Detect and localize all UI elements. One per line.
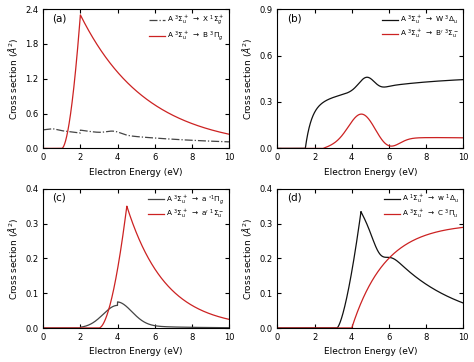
A $^1\Sigma_u^+$ $\rightarrow$ w $^1\Delta_u$: [354, 239, 360, 243]
A $^3\Sigma_u^+$ $\rightarrow$ a $'^1\Pi_g$: [111, 304, 117, 308]
Y-axis label: Cross section ($\AA^2$): Cross section ($\AA^2$): [240, 37, 254, 120]
Line: A $^1\Sigma_u^+$ $\rightarrow$ w $^1\Delta_u$: A $^1\Sigma_u^+$ $\rightarrow$ w $^1\Del…: [277, 211, 463, 328]
A $^1\Sigma_u^+$ $\rightarrow$ w $^1\Delta_u$: [346, 286, 352, 290]
A $^1\Sigma_u^+$ $\rightarrow$ w $^1\Delta_u$: [296, 326, 301, 330]
A $^3\Sigma_u^+$ $\rightarrow$ B $^3\Pi_g$: [120, 76, 126, 80]
Text: (d): (d): [287, 193, 301, 203]
Line: A $^3\Sigma_u^+$ $\rightarrow$ a $'^1\Pi_g$: A $^3\Sigma_u^+$ $\rightarrow$ a $'^1\Pi…: [43, 302, 229, 328]
Y-axis label: Cross section ($\AA^2$): Cross section ($\AA^2$): [240, 217, 254, 300]
Line: A $^3\Sigma_u^+$ $\rightarrow$ B$'$ $^3\Sigma_u^-$: A $^3\Sigma_u^+$ $\rightarrow$ B$'$ $^3\…: [277, 114, 463, 148]
Line: A $^3\Sigma_u^+$ $\rightarrow$ a$'$ $^1\Sigma_u^-$: A $^3\Sigma_u^+$ $\rightarrow$ a$'$ $^1\…: [43, 206, 229, 328]
A $^3\Sigma_u^+$ $\rightarrow$ B $^3\Pi_g$: [222, 131, 228, 136]
A $^3\Sigma_u^+$ $\rightarrow$ W $^3\Delta_u$: [296, 146, 301, 151]
A $^3\Sigma_u^+$ $\rightarrow$ C $^3\Pi_u$: [460, 225, 466, 230]
Y-axis label: Cross section ($\AA^2$): Cross section ($\AA^2$): [6, 217, 19, 300]
Legend: A $^3\Sigma_u^+$ $\rightarrow$ X $^1\Sigma_g^+$, A $^3\Sigma_u^+$ $\rightarrow$ : A $^3\Sigma_u^+$ $\rightarrow$ X $^1\Sig…: [148, 13, 225, 44]
Text: (c): (c): [53, 193, 66, 203]
A $^3\Sigma_u^+$ $\rightarrow$ C $^3\Pi_u$: [296, 326, 301, 330]
A $^3\Sigma_u^+$ $\rightarrow$ X $^1\Sigma_g^+$: [226, 140, 232, 144]
A $^3\Sigma_u^+$ $\rightarrow$ a $'^1\Pi_g$: [73, 326, 78, 330]
A $^3\Sigma_u^+$ $\rightarrow$ a $'^1\Pi_g$: [226, 325, 232, 330]
Legend: A $^3\Sigma_u^+$ $\rightarrow$ W $^3\Delta_u$, A $^3\Sigma_u^+$ $\rightarrow$ B$: A $^3\Sigma_u^+$ $\rightarrow$ W $^3\Del…: [381, 13, 460, 42]
A $^3\Sigma_u^+$ $\rightarrow$ a$'$ $^1\Sigma_u^-$: [73, 326, 78, 330]
A $^3\Sigma_u^+$ $\rightarrow$ B$'$ $^3\Sigma_u^-$: [460, 136, 466, 140]
A $^3\Sigma_u^+$ $\rightarrow$ X $^1\Sigma_g^+$: [112, 129, 118, 134]
A $^3\Sigma_u^+$ $\rightarrow$ B$'$ $^3\Sigma_u^-$: [358, 112, 364, 116]
A $^3\Sigma_u^+$ $\rightarrow$ B$'$ $^3\Sigma_u^-$: [457, 136, 463, 140]
A $^3\Sigma_u^+$ $\rightarrow$ a$'$ $^1\Sigma_u^-$: [62, 326, 67, 330]
A $^1\Sigma_u^+$ $\rightarrow$ w $^1\Delta_u$: [274, 326, 280, 330]
A $^3\Sigma_u^+$ $\rightarrow$ B$'$ $^3\Sigma_u^-$: [307, 146, 312, 151]
X-axis label: Electron Energy (eV): Electron Energy (eV): [324, 168, 417, 177]
A $^3\Sigma_u^+$ $\rightarrow$ C $^3\Pi_u$: [354, 312, 360, 316]
A $^3\Sigma_u^+$ $\rightarrow$ a $'^1\Pi_g$: [62, 326, 67, 330]
A $^3\Sigma_u^+$ $\rightarrow$ B$'$ $^3\Sigma_u^-$: [274, 146, 280, 151]
A $^3\Sigma_u^+$ $\rightarrow$ W $^3\Delta_u$: [364, 75, 370, 79]
A $^3\Sigma_u^+$ $\rightarrow$ W $^3\Delta_u$: [307, 123, 312, 128]
A $^3\Sigma_u^+$ $\rightarrow$ C $^3\Pi_u$: [456, 226, 462, 230]
A $^3\Sigma_u^+$ $\rightarrow$ a$'$ $^1\Sigma_u^-$: [226, 317, 232, 321]
A $^3\Sigma_u^+$ $\rightarrow$ X $^1\Sigma_g^+$: [222, 140, 228, 144]
Legend: A $^3\Sigma_u^+$ $\rightarrow$ a $'^1\Pi_g$, A $^3\Sigma_u^+$ $\rightarrow$ a$'$: A $^3\Sigma_u^+$ $\rightarrow$ a $'^1\Pi…: [147, 192, 225, 222]
A $^3\Sigma_u^+$ $\rightarrow$ B$'$ $^3\Sigma_u^-$: [354, 114, 360, 118]
A $^3\Sigma_u^+$ $\rightarrow$ C $^3\Pi_u$: [346, 326, 352, 330]
A $^1\Sigma_u^+$ $\rightarrow$ w $^1\Delta_u$: [358, 209, 364, 214]
X-axis label: Electron Energy (eV): Electron Energy (eV): [89, 348, 183, 357]
A $^3\Sigma_u^+$ $\rightarrow$ B$'$ $^3\Sigma_u^-$: [346, 124, 352, 129]
A $^3\Sigma_u^+$ $\rightarrow$ X $^1\Sigma_g^+$: [202, 139, 208, 143]
X-axis label: Electron Energy (eV): Electron Energy (eV): [89, 168, 183, 177]
Legend: A $^1\Sigma_u^+$ $\rightarrow$ w $^1\Delta_u$, A $^3\Sigma_u^+$ $\rightarrow$ C : A $^1\Sigma_u^+$ $\rightarrow$ w $^1\Del…: [383, 192, 460, 222]
X-axis label: Electron Energy (eV): Electron Energy (eV): [324, 348, 417, 357]
A $^1\Sigma_u^+$ $\rightarrow$ w $^1\Delta_u$: [307, 326, 312, 330]
A $^1\Sigma_u^+$ $\rightarrow$ w $^1\Delta_u$: [437, 290, 442, 295]
A $^1\Sigma_u^+$ $\rightarrow$ w $^1\Delta_u$: [457, 299, 463, 304]
Line: A $^3\Sigma_u^+$ $\rightarrow$ X $^1\Sigma_g^+$: A $^3\Sigma_u^+$ $\rightarrow$ X $^1\Sig…: [43, 129, 229, 142]
A $^3\Sigma_u^+$ $\rightarrow$ B $^3\Pi_g$: [62, 142, 67, 147]
A $^3\Sigma_u^+$ $\rightarrow$ a $'^1\Pi_g$: [120, 302, 126, 306]
A $^3\Sigma_u^+$ $\rightarrow$ B $^3\Pi_g$: [40, 146, 46, 151]
A $^3\Sigma_u^+$ $\rightarrow$ a $'^1\Pi_g$: [115, 300, 120, 304]
A $^3\Sigma_u^+$ $\rightarrow$ X $^1\Sigma_g^+$: [50, 126, 55, 131]
A $^3\Sigma_u^+$ $\rightarrow$ a$'$ $^1\Sigma_u^-$: [222, 316, 228, 321]
A $^3\Sigma_u^+$ $\rightarrow$ a$'$ $^1\Sigma_u^-$: [202, 310, 208, 314]
A $^3\Sigma_u^+$ $\rightarrow$ a$'$ $^1\Sigma_u^-$: [111, 283, 117, 288]
A $^3\Sigma_u^+$ $\rightarrow$ C $^3\Pi_u$: [307, 326, 312, 330]
Line: A $^3\Sigma_u^+$ $\rightarrow$ W $^3\Delta_u$: A $^3\Sigma_u^+$ $\rightarrow$ W $^3\Del…: [277, 77, 463, 148]
A $^3\Sigma_u^+$ $\rightarrow$ C $^3\Pi_u$: [274, 326, 280, 330]
A $^3\Sigma_u^+$ $\rightarrow$ B$'$ $^3\Sigma_u^-$: [437, 135, 442, 140]
A $^3\Sigma_u^+$ $\rightarrow$ a$'$ $^1\Sigma_u^-$: [119, 236, 125, 240]
A $^3\Sigma_u^+$ $\rightarrow$ W $^3\Delta_u$: [354, 84, 360, 88]
A $^3\Sigma_u^+$ $\rightarrow$ X $^1\Sigma_g^+$: [73, 130, 78, 135]
Line: A $^3\Sigma_u^+$ $\rightarrow$ B $^3\Pi_g$: A $^3\Sigma_u^+$ $\rightarrow$ B $^3\Pi_…: [43, 15, 229, 148]
Line: A $^3\Sigma_u^+$ $\rightarrow$ C $^3\Pi_u$: A $^3\Sigma_u^+$ $\rightarrow$ C $^3\Pi_…: [277, 227, 463, 328]
A $^3\Sigma_u^+$ $\rightarrow$ C $^3\Pi_u$: [437, 229, 442, 233]
A $^3\Sigma_u^+$ $\rightarrow$ W $^3\Delta_u$: [437, 79, 442, 83]
Text: (a): (a): [53, 13, 67, 23]
A $^3\Sigma_u^+$ $\rightarrow$ a $'^1\Pi_g$: [222, 325, 228, 330]
A $^3\Sigma_u^+$ $\rightarrow$ X $^1\Sigma_g^+$: [62, 129, 67, 133]
A $^3\Sigma_u^+$ $\rightarrow$ a $'^1\Pi_g$: [202, 325, 208, 330]
A $^3\Sigma_u^+$ $\rightarrow$ B$'$ $^3\Sigma_u^-$: [296, 146, 301, 151]
A $^3\Sigma_u^+$ $\rightarrow$ W $^3\Delta_u$: [460, 77, 466, 82]
A $^3\Sigma_u^+$ $\rightarrow$ X $^1\Sigma_g^+$: [40, 128, 46, 132]
A $^3\Sigma_u^+$ $\rightarrow$ X $^1\Sigma_g^+$: [120, 132, 126, 136]
A $^3\Sigma_u^+$ $\rightarrow$ a $'^1\Pi_g$: [40, 326, 46, 330]
Text: (b): (b): [287, 13, 301, 23]
A $^3\Sigma_u^+$ $\rightarrow$ W $^3\Delta_u$: [346, 90, 352, 94]
A $^3\Sigma_u^+$ $\rightarrow$ W $^3\Delta_u$: [274, 146, 280, 151]
A $^3\Sigma_u^+$ $\rightarrow$ B $^3\Pi_g$: [226, 132, 232, 136]
A $^3\Sigma_u^+$ $\rightarrow$ B $^3\Pi_g$: [73, 70, 78, 74]
A $^3\Sigma_u^+$ $\rightarrow$ B $^3\Pi_g$: [112, 66, 118, 71]
A $^3\Sigma_u^+$ $\rightarrow$ a$'$ $^1\Sigma_u^-$: [40, 326, 46, 330]
A $^1\Sigma_u^+$ $\rightarrow$ w $^1\Delta_u$: [460, 301, 466, 305]
A $^3\Sigma_u^+$ $\rightarrow$ B $^3\Pi_g$: [78, 13, 83, 17]
A $^3\Sigma_u^+$ $\rightarrow$ W $^3\Delta_u$: [457, 77, 463, 82]
A $^3\Sigma_u^+$ $\rightarrow$ B $^3\Pi_g$: [202, 126, 208, 130]
Y-axis label: Cross section ($\AA^2$): Cross section ($\AA^2$): [6, 37, 19, 120]
A $^3\Sigma_u^+$ $\rightarrow$ a$'$ $^1\Sigma_u^-$: [124, 204, 130, 209]
